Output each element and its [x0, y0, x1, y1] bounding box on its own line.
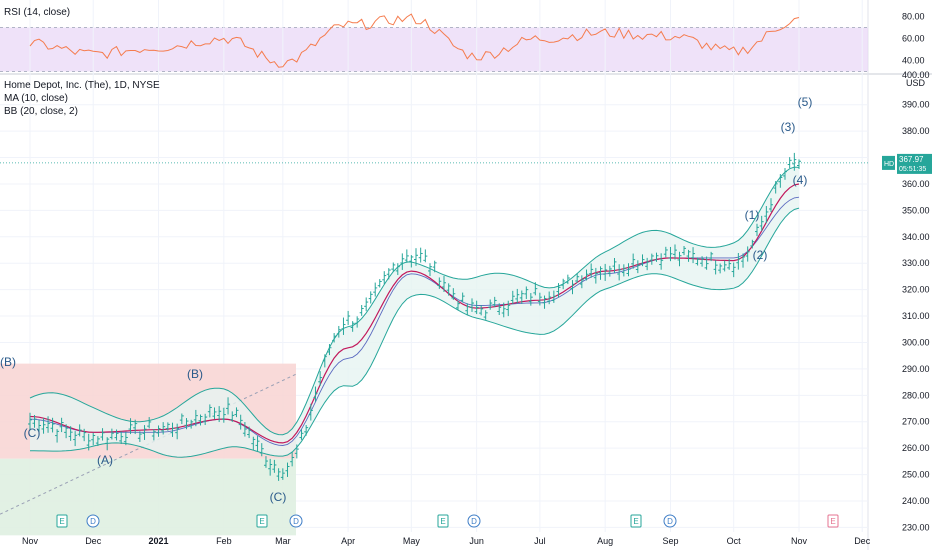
- price-tick-label: 380.00: [902, 126, 930, 136]
- rsi-legend-title: RSI (14, close): [4, 7, 71, 18]
- price-tick-label: 320.00: [902, 285, 930, 295]
- earnings-marker: [630, 514, 642, 528]
- price-tick-label: 350.00: [902, 205, 930, 215]
- wave-label: (5): [798, 95, 813, 109]
- legend-bb: BB (20, close, 2): [4, 106, 78, 117]
- green-zone-box: [0, 458, 296, 536]
- rsi-line: [29, 13, 800, 68]
- price-badge-countdown: 05:51:35: [899, 166, 926, 173]
- price-tick-label: 250.00: [902, 470, 930, 480]
- event-marker-label: D: [293, 517, 299, 526]
- bollinger-fill: [30, 167, 799, 458]
- wave-label: (4): [793, 173, 808, 187]
- wave-label: (B): [187, 367, 203, 381]
- legend-ma: MA (10, close): [4, 93, 68, 104]
- dividend-marker: [289, 514, 303, 528]
- event-marker-label: E: [59, 517, 64, 526]
- price-tick-label: 390.00: [902, 100, 930, 110]
- event-marker-label: E: [440, 517, 445, 526]
- event-marker-label: D: [667, 517, 673, 526]
- dividend-marker: [663, 514, 677, 528]
- main-legend: Home Depot, Inc. (The), 1D, NYSE MA (10,…: [4, 79, 160, 118]
- rsi-tick-label: 60.00: [902, 34, 925, 44]
- earnings-marker: [56, 514, 68, 528]
- time-axis-label: Nov: [22, 536, 39, 546]
- price-tick-label: 360.00: [902, 179, 930, 189]
- time-axis-label: Aug: [597, 536, 613, 546]
- event-marker-label: E: [633, 517, 638, 526]
- time-axis-label: Dec: [85, 536, 102, 546]
- event-marker-label: E: [259, 517, 264, 526]
- time-axis-label: Jun: [469, 536, 484, 546]
- price-tick-label: 230.00: [902, 522, 930, 532]
- time-axis-label: Feb: [216, 536, 232, 546]
- rsi-band: [0, 27, 868, 72]
- price-tick-label: 280.00: [902, 390, 930, 400]
- time-axis-label: Mar: [275, 536, 291, 546]
- bollinger-lower-line: [30, 207, 800, 458]
- wave-label: (B): [0, 355, 16, 369]
- rsi-legend: RSI (14, close): [4, 6, 70, 19]
- event-marker-label: E: [830, 517, 835, 526]
- legend-symbol: Home Depot, Inc. (The), 1D, NYSE: [4, 80, 160, 91]
- dividend-marker: [467, 514, 481, 528]
- time-axis-label: Nov: [791, 536, 808, 546]
- earnings-marker: [256, 514, 268, 528]
- price-tick-label: 240.00: [902, 496, 930, 506]
- event-marker-label: D: [90, 517, 96, 526]
- price-tick-label: 260.00: [902, 443, 930, 453]
- wave-label: (3): [781, 120, 796, 134]
- price-tick-label: 330.00: [902, 258, 930, 268]
- wave-label: (1): [745, 208, 760, 222]
- wave-label: (2): [753, 248, 768, 262]
- time-axis-label: Dec: [854, 536, 871, 546]
- earnings-marker: [437, 514, 449, 528]
- currency-label: USD: [906, 78, 926, 88]
- rsi-tick-label: 80.00: [902, 12, 925, 22]
- time-axis-label: Apr: [341, 536, 355, 546]
- event-marker-label: D: [471, 517, 477, 526]
- symbol-badge-text: HD: [884, 161, 894, 168]
- price-tick-label: 290.00: [902, 364, 930, 374]
- time-axis-label: Oct: [727, 536, 742, 546]
- wave-label: (C): [24, 426, 41, 440]
- price-badge: [897, 153, 932, 174]
- wave-label: (C): [270, 490, 287, 504]
- price-tick-label-partial: 400.00: [902, 70, 930, 80]
- time-axis-label: 2021: [149, 536, 169, 546]
- time-axis-label: Jul: [534, 536, 546, 546]
- price-badge-value: 367.97: [899, 155, 924, 164]
- rsi-tick-label: 40.00: [902, 56, 925, 66]
- price-tick-label: 340.00: [902, 232, 930, 242]
- dividend-marker: [86, 514, 100, 528]
- time-axis-label: May: [403, 536, 421, 546]
- price-tick-label: 310.00: [902, 311, 930, 321]
- symbol-badge: [882, 155, 895, 170]
- time-axis-label: Sep: [662, 536, 678, 546]
- earnings-marker: [827, 514, 839, 528]
- wave-label: (A): [97, 453, 113, 467]
- price-tick-label: 270.00: [902, 417, 930, 427]
- price-tick-label: 300.00: [902, 337, 930, 347]
